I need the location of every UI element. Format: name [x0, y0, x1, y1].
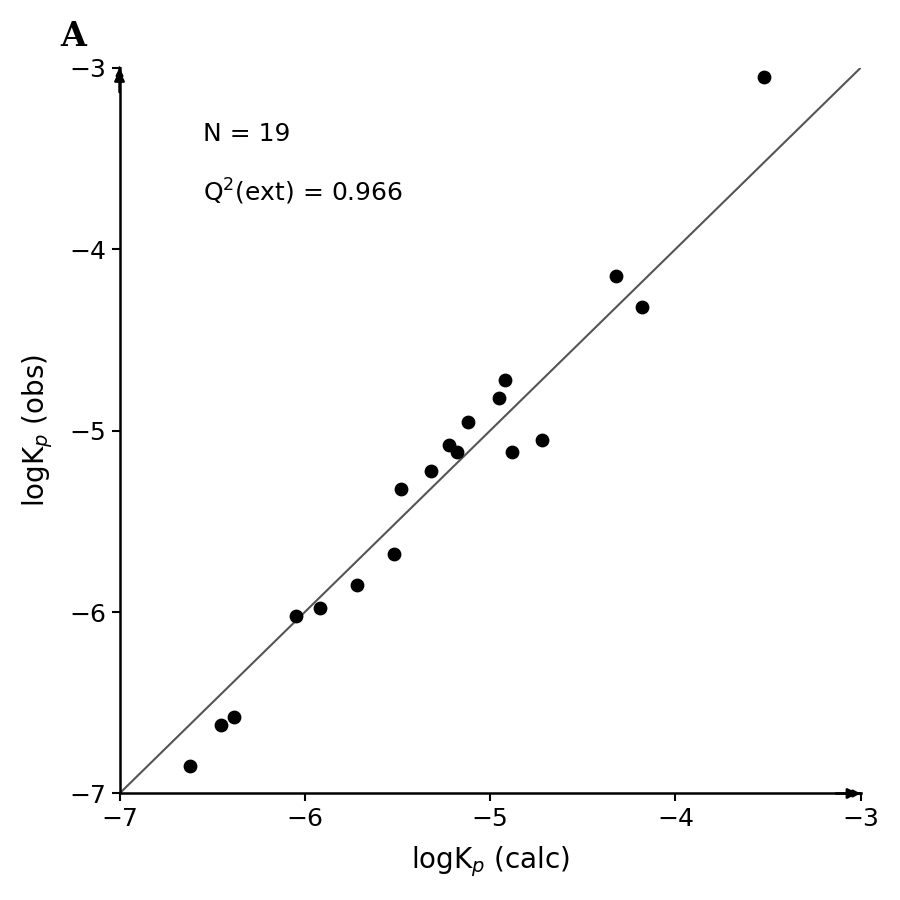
Point [609, 269, 624, 284]
Point [757, 69, 771, 84]
Text: N = 19: N = 19 [202, 122, 291, 146]
Point [461, 414, 475, 428]
Text: Q$^2$(ext) = 0.966: Q$^2$(ext) = 0.966 [202, 176, 403, 207]
Point [634, 300, 649, 314]
X-axis label: logK$_p$ (calc): logK$_p$ (calc) [410, 844, 570, 879]
Point [505, 446, 519, 460]
Point [442, 438, 456, 453]
Y-axis label: logK$_p$ (obs): logK$_p$ (obs) [21, 354, 56, 507]
Point [535, 433, 549, 447]
Point [288, 608, 302, 623]
Point [214, 717, 229, 732]
Point [498, 373, 512, 387]
Point [387, 547, 401, 562]
Point [394, 482, 409, 496]
Point [450, 446, 464, 460]
Text: A: A [60, 20, 86, 53]
Point [183, 759, 197, 773]
Point [349, 578, 364, 592]
Point [424, 464, 438, 478]
Point [312, 601, 327, 616]
Point [227, 710, 241, 724]
Point [492, 391, 507, 405]
